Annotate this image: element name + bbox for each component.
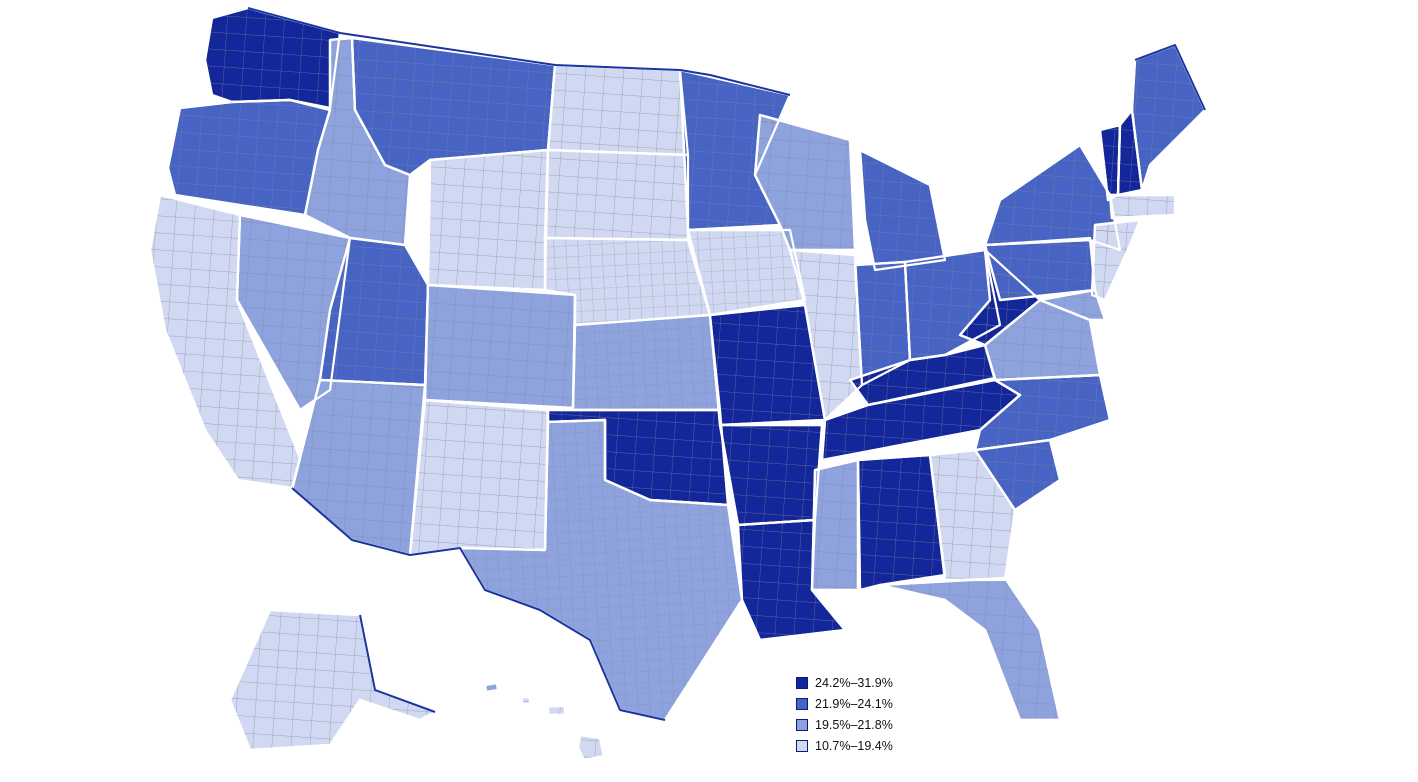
- state-border-nc: [973, 373, 1112, 452]
- county-lines-wa: [205, 8, 340, 108]
- state-border-al: [856, 453, 947, 592]
- map-legend: 24.2%–31.9% 21.9%–24.1% 19.5%–21.8% 10.7…: [796, 672, 946, 756]
- legend-item-1: 24.2%–31.9%: [796, 672, 946, 693]
- county-lines-tn: [822, 380, 1020, 460]
- county-lines-ia: [688, 230, 805, 315]
- county-lines-nd: [548, 65, 688, 155]
- legend-swatch-1: [796, 676, 808, 689]
- state-border-ms: [810, 458, 860, 592]
- county-lines-hi-2: [522, 697, 530, 704]
- county-lines-ky: [850, 345, 995, 405]
- legend-swatch-3: [796, 718, 808, 731]
- legend-item-2: 21.9%–24.1%: [796, 693, 946, 714]
- county-lines-ak: [230, 610, 435, 750]
- border-line-2: [1134, 44, 1206, 111]
- county-lines-ut: [320, 238, 428, 385]
- legend-swatch-4: [796, 739, 808, 752]
- legend-label-1: 24.2%–31.9%: [815, 675, 893, 690]
- county-lines-in: [855, 262, 910, 385]
- legend-label-3: 19.5%–21.8%: [815, 717, 893, 732]
- county-lines-ma: [1110, 195, 1175, 218]
- county-lines-la: [738, 520, 845, 640]
- legend-swatch-2: [796, 697, 808, 710]
- county-lines-wi: [755, 115, 855, 250]
- county-lines-ny: [985, 145, 1120, 250]
- state-border-ny: [983, 143, 1122, 252]
- state-border-ct-ri-nj: [1090, 218, 1142, 302]
- state-border-ia: [686, 228, 807, 317]
- county-lines-sc: [975, 440, 1060, 510]
- state-border-mi: [858, 148, 947, 272]
- county-lines-ne: [545, 238, 710, 325]
- county-lines-tx: [460, 420, 742, 720]
- county-lines-vt: [1100, 125, 1120, 200]
- county-lines-ok: [548, 410, 728, 505]
- county-lines-nm: [410, 400, 548, 555]
- border-line-4: [359, 614, 436, 713]
- county-lines-ms: [812, 460, 858, 590]
- state-border-hi-1: [483, 681, 500, 694]
- county-lines-mi: [860, 150, 945, 270]
- state-border-fl: [878, 576, 1062, 722]
- state-border-hi-3: [546, 704, 567, 717]
- county-lines-ks: [573, 315, 720, 410]
- state-border-ga: [928, 448, 1017, 582]
- county-lines-mt: [352, 38, 555, 175]
- county-lines-mo: [710, 305, 825, 425]
- county-lines-ct-ri-nj: [1092, 220, 1140, 300]
- border-line-1: [247, 7, 791, 96]
- county-lines-ar: [720, 425, 822, 525]
- state-border-il: [788, 248, 864, 422]
- county-lines-az: [292, 380, 425, 555]
- county-lines-co: [425, 285, 575, 408]
- county-lines-me: [1132, 45, 1205, 190]
- coastline-outline: [247, 7, 1206, 721]
- legend-label-4: 10.7%–19.4%: [815, 738, 893, 753]
- legend-item-4: 10.7%–19.4%: [796, 735, 946, 756]
- state-border-hi-4: [576, 733, 606, 762]
- state-border-wv: [958, 248, 1042, 347]
- county-lines-fl: [880, 578, 1060, 720]
- state-border-md-de: [1038, 288, 1107, 322]
- county-lines-wy: [428, 150, 548, 290]
- county-lines-sd: [545, 150, 688, 240]
- county-lines-id: [305, 38, 410, 245]
- state-border-la: [736, 518, 847, 642]
- county-lines-nh: [1118, 110, 1142, 195]
- county-lines-pa: [985, 238, 1095, 300]
- county-boundaries: [148, 6, 1207, 762]
- county-lines-ca: [150, 195, 300, 488]
- county-lines-ga: [930, 450, 1015, 580]
- county-lines-va: [985, 300, 1100, 380]
- border-line-3: [291, 487, 666, 721]
- legend-label-2: 21.9%–24.1%: [815, 696, 893, 711]
- county-lines-al: [858, 455, 945, 590]
- state-border-ma: [1108, 193, 1177, 220]
- state-border-hi-2: [520, 695, 532, 706]
- county-lines-il: [790, 250, 862, 420]
- county-lines-hi-3: [548, 706, 565, 715]
- legend-item-3: 19.5%–21.8%: [796, 714, 946, 735]
- county-lines-hi-4: [578, 735, 604, 760]
- county-lines-or: [168, 100, 330, 215]
